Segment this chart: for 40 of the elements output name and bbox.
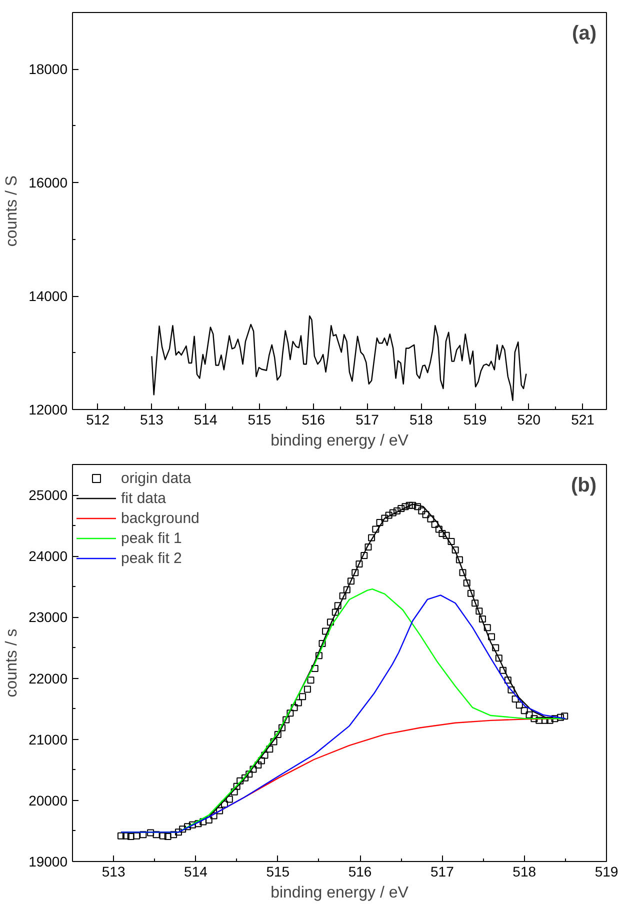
x-tick-label: 521	[571, 412, 595, 428]
x-tick-label: 518	[409, 412, 434, 428]
x-tick-label: 516	[302, 412, 326, 428]
x-tick-label: 517	[356, 412, 380, 428]
x-tick-label: 513	[102, 864, 126, 880]
x-tick-label: 514	[194, 412, 218, 428]
y-axis-title: counts / S	[4, 175, 21, 247]
x-axis-title: binding energy / eV	[270, 884, 409, 902]
x-tick-label: 514	[184, 864, 208, 880]
x-tick-label: 519	[594, 864, 618, 880]
y-tick-label: 12000	[28, 402, 68, 418]
y-tick-label: 22000	[28, 670, 68, 686]
x-axis-title: binding energy / eV	[270, 432, 409, 450]
y-tick-label: 14000	[28, 288, 68, 304]
x-tick-label: 517	[430, 864, 454, 880]
x-tick-label: 512	[86, 412, 110, 428]
legend-label: peak fit 2	[121, 550, 182, 566]
y-tick-label: 23000	[28, 609, 68, 626]
x-tick-label: 515	[266, 864, 290, 880]
x-tick-label: 515	[248, 412, 272, 428]
y-tick-label: 18000	[28, 61, 68, 78]
legend-label: origin data	[121, 470, 192, 486]
legend-label: peak fit 1	[121, 530, 182, 546]
x-tick-label: 519	[463, 412, 487, 428]
legend-label: background	[121, 510, 200, 526]
y-tick-label: 16000	[28, 174, 68, 191]
x-tick-label: 513	[140, 412, 164, 428]
x-tick-label: 518	[512, 864, 536, 880]
y-tick-label: 24000	[28, 548, 68, 564]
line-series	[151, 315, 527, 402]
y-axis-title: counts / s	[4, 628, 21, 698]
y-tick-label: 20000	[28, 792, 68, 808]
legend-label: fit data	[121, 490, 166, 506]
x-tick-label: 520	[517, 412, 541, 428]
y-tick-label: 21000	[28, 731, 68, 748]
x-tick-label: 516	[348, 864, 372, 880]
y-tick-label: 19000	[28, 854, 68, 870]
y-tick-label: 25000	[28, 487, 68, 504]
annotation: (a)	[572, 22, 597, 44]
annotation: (b)	[570, 474, 597, 496]
